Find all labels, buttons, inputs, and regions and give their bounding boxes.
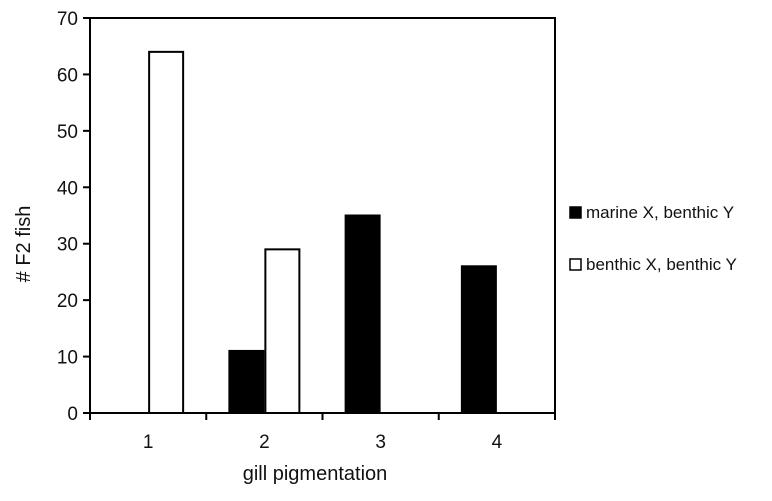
x-tick-label: 4 <box>492 432 503 453</box>
y-axis-label: # F2 fish <box>13 206 35 283</box>
bar-marine-x-benthic-y <box>460 265 497 414</box>
x-tick-label: 2 <box>259 432 270 453</box>
bar-benthic-x-benthic-y <box>148 50 185 414</box>
plot-frame <box>89 17 556 414</box>
y-tick-label: 60 <box>57 65 78 86</box>
y-tick-label: 50 <box>57 122 78 143</box>
y-tick-label: 30 <box>57 235 78 256</box>
y-tick-label: 0 <box>67 404 78 425</box>
x-axis-label: gill pigmentation <box>243 463 388 485</box>
x-axis-ticks: 1 2 3 4 <box>89 413 556 453</box>
legend-label: marine X, benthic Y <box>586 203 734 222</box>
legend-swatch <box>569 206 582 219</box>
y-tick-label: 70 <box>57 9 78 30</box>
legend-swatch <box>569 258 582 271</box>
legend-label: benthic X, benthic Y <box>586 255 737 274</box>
legend: marine X, benthic Y benthic X, benthic Y <box>569 203 737 274</box>
x-tick-label: 3 <box>375 432 386 453</box>
y-tick-label: 40 <box>57 178 78 199</box>
bar-benthic-x-benthic-y <box>264 248 301 414</box>
bars <box>148 50 497 414</box>
x-tick-label: 1 <box>143 432 154 453</box>
y-tick-label: 20 <box>57 291 78 312</box>
bar-marine-x-benthic-y <box>228 349 265 414</box>
y-tick-label: 10 <box>57 348 78 369</box>
bar-marine-x-benthic-y <box>344 214 381 414</box>
y-axis-ticks: 0 10 20 30 40 50 60 70 <box>57 9 90 425</box>
